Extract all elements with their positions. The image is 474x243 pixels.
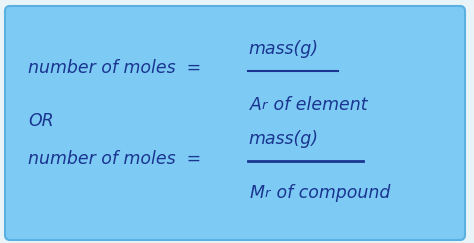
Text: mass(g): mass(g) xyxy=(248,40,318,58)
Text: r: r xyxy=(265,187,271,200)
Text: OR: OR xyxy=(28,112,54,130)
Text: r: r xyxy=(262,99,267,112)
Text: of element: of element xyxy=(268,96,368,114)
Text: number of moles  =: number of moles = xyxy=(28,150,201,168)
FancyBboxPatch shape xyxy=(5,6,465,240)
Text: M: M xyxy=(250,184,265,202)
Text: mass(g): mass(g) xyxy=(248,130,318,148)
Text: A: A xyxy=(250,96,262,114)
Text: of compound: of compound xyxy=(271,184,391,202)
Text: number of moles  =: number of moles = xyxy=(28,59,201,77)
